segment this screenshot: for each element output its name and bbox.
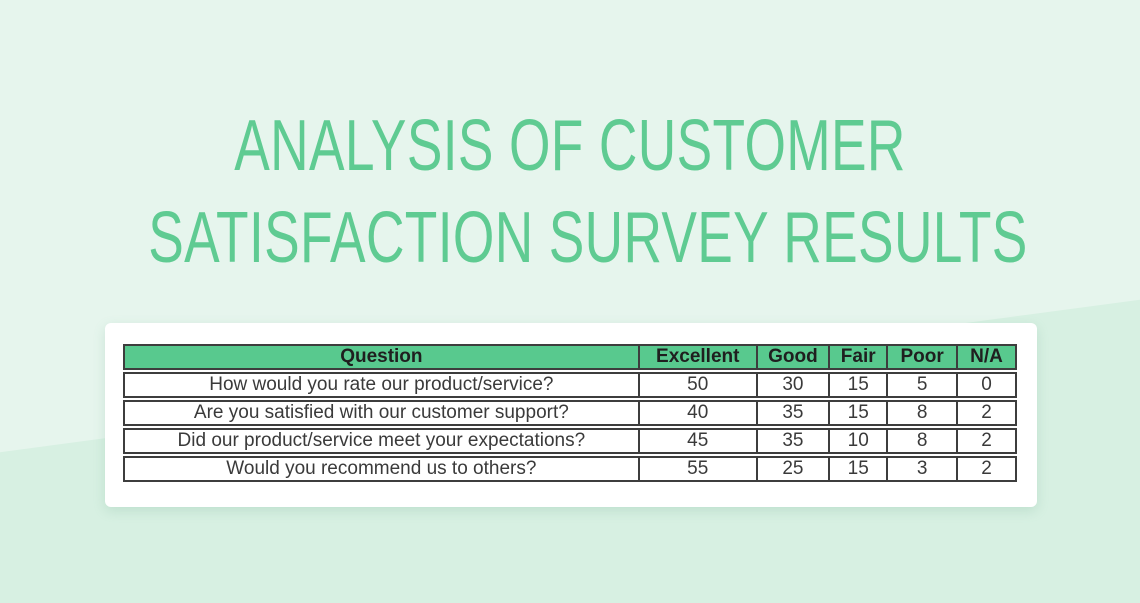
page-title: ANALYSIS OF CUSTOMER SATISFACTION SURVEY… — [0, 100, 1140, 284]
question-cell: Would you recommend us to others? — [123, 456, 640, 482]
value-cell: 35 — [757, 428, 831, 454]
value-cell: 0 — [957, 372, 1017, 398]
value-cell: 5 — [888, 372, 958, 398]
value-cell: 35 — [757, 400, 831, 426]
table-header-row: Question Excellent Good Fair Poor N/A — [123, 344, 1017, 370]
table-row: How would you rate our product/service? … — [123, 372, 1017, 398]
question-cell: Are you satisfied with our customer supp… — [123, 400, 640, 426]
page-title-line-2: SATISFACTION SURVEY RESULTS — [148, 198, 1028, 278]
value-cell: 10 — [830, 428, 889, 454]
value-cell: 2 — [957, 428, 1017, 454]
question-cell: How would you rate our product/service? — [123, 372, 640, 398]
value-cell: 15 — [830, 456, 889, 482]
survey-results-table: Question Excellent Good Fair Poor N/A Ho… — [123, 342, 1017, 484]
value-cell: 15 — [830, 372, 889, 398]
table-row: Are you satisfied with our customer supp… — [123, 400, 1017, 426]
value-cell: 15 — [830, 400, 889, 426]
value-cell: 8 — [888, 428, 958, 454]
value-cell: 2 — [957, 400, 1017, 426]
page-title-line-1: ANALYSIS OF CUSTOMER — [234, 106, 906, 186]
value-cell: 8 — [888, 400, 958, 426]
table-card: Question Excellent Good Fair Poor N/A Ho… — [105, 323, 1037, 507]
column-header-good: Good — [757, 344, 831, 370]
value-cell: 2 — [957, 456, 1017, 482]
value-cell: 50 — [639, 372, 758, 398]
value-cell: 45 — [639, 428, 758, 454]
column-header-excellent: Excellent — [639, 344, 758, 370]
table-row: Would you recommend us to others? 55 25 … — [123, 456, 1017, 482]
value-cell: 55 — [639, 456, 758, 482]
value-cell: 3 — [888, 456, 958, 482]
value-cell: 30 — [757, 372, 831, 398]
column-header-poor: Poor — [888, 344, 958, 370]
column-header-fair: Fair — [830, 344, 889, 370]
value-cell: 40 — [639, 400, 758, 426]
question-cell: Did our product/service meet your expect… — [123, 428, 640, 454]
value-cell: 25 — [757, 456, 831, 482]
table-row: Did our product/service meet your expect… — [123, 428, 1017, 454]
column-header-question: Question — [123, 344, 640, 370]
column-header-na: N/A — [957, 344, 1017, 370]
